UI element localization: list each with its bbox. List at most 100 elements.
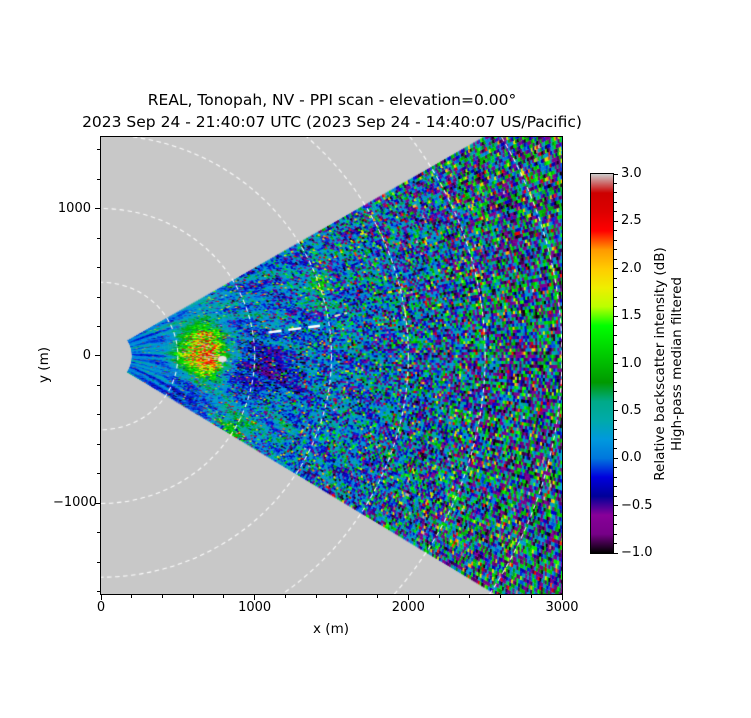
- colorbar-tick-label: 3.0: [621, 166, 642, 181]
- colorbar-tick-minor: [614, 239, 617, 241]
- colorbar-tick-minor: [614, 514, 617, 516]
- colorbar-tick-minor: [614, 533, 617, 535]
- y-tick-major: [95, 208, 100, 210]
- colorbar-tick-minor: [614, 381, 617, 383]
- y-tick-minor: [97, 473, 100, 475]
- plot-area: [100, 136, 563, 595]
- colorbar-tick-minor: [614, 325, 617, 327]
- colorbar-tick-minor: [614, 211, 617, 213]
- colorbar-tick-minor: [614, 334, 617, 336]
- x-tick-label: 1000: [238, 600, 272, 615]
- x-tick-minor: [131, 595, 133, 598]
- colorbar-label-line-2: High-pass median filtered: [669, 277, 685, 451]
- y-tick-minor: [97, 443, 100, 445]
- colorbar-tick-label: −0.5: [621, 497, 653, 513]
- y-tick-label: 1000: [57, 200, 91, 216]
- x-tick-minor: [223, 595, 225, 598]
- colorbar-tick-minor: [614, 296, 617, 298]
- y-tick-minor: [97, 267, 100, 268]
- y-tick-minor: [97, 178, 100, 180]
- colorbar-tick-major: [614, 363, 618, 364]
- title-line-2: 2023 Sep 24 - 21:40:07 UTC (2023 Sep 24 …: [82, 113, 582, 131]
- y-tick-minor: [97, 325, 100, 327]
- colorbar-tick-major: [614, 173, 618, 175]
- colorbar-tick-major: [614, 505, 618, 507]
- x-tick-minor: [346, 595, 348, 598]
- y-tick-minor: [97, 561, 100, 563]
- colorbar-tick-label: 2.0: [621, 260, 642, 276]
- y-tick-minor: [97, 532, 100, 534]
- colorbar-tick-minor: [614, 543, 617, 545]
- colorbar-label: Relative backscatter intensity (dB) High…: [652, 247, 686, 480]
- x-tick-minor: [192, 595, 194, 598]
- colorbar-tick-label: −1.0: [621, 545, 653, 560]
- x-tick-minor: [161, 595, 163, 598]
- colorbar-tick-minor: [614, 476, 617, 478]
- colorbar-tick-minor: [614, 230, 617, 232]
- y-tick-minor: [97, 296, 100, 298]
- y-axis-label: y (m): [36, 347, 52, 383]
- colorbar-tick-minor: [614, 524, 617, 526]
- y-tick-minor: [97, 384, 100, 386]
- colorbar-tick-major: [614, 315, 618, 317]
- colorbar-tick-label: 0.5: [621, 402, 642, 418]
- colorbar-tick-minor: [614, 391, 617, 393]
- colorbar-tick-minor: [614, 287, 617, 289]
- colorbar-tick-minor: [614, 201, 617, 203]
- colorbar-tick-minor: [614, 486, 617, 488]
- colorbar-tick-minor: [614, 400, 617, 402]
- x-tick-major: [254, 595, 256, 600]
- x-tick-minor: [469, 595, 471, 598]
- colorbar-tick-minor: [614, 448, 617, 450]
- colorbar-tick-minor: [614, 277, 617, 279]
- y-tick-minor: [97, 591, 100, 593]
- title-line-1: REAL, Tonopah, NV - PPI scan - elevation…: [147, 91, 517, 109]
- x-tick-minor: [500, 595, 502, 598]
- colorbar-tick-minor: [614, 495, 617, 497]
- colorbar-tick-minor: [614, 429, 617, 431]
- y-tick-minor: [97, 149, 100, 151]
- x-tick-label: 2000: [391, 600, 425, 615]
- ppi-scan-canvas: [101, 137, 562, 594]
- y-tick-major: [95, 355, 100, 357]
- x-tick-major: [100, 595, 102, 600]
- colorbar-tick-minor: [614, 249, 617, 251]
- x-tick-minor: [438, 595, 440, 598]
- colorbar-tick-minor: [614, 182, 617, 184]
- x-tick-minor: [377, 595, 379, 598]
- colorbar-tick-minor: [614, 258, 617, 260]
- colorbar-tick-major: [614, 268, 618, 270]
- colorbar-tick-minor: [614, 419, 617, 421]
- colorbar: [590, 173, 614, 554]
- colorbar-tick-minor: [614, 192, 617, 194]
- x-tick-minor: [530, 595, 532, 598]
- colorbar-tick-minor: [614, 306, 617, 308]
- x-tick-major: [561, 595, 563, 600]
- colorbar-tick-major: [614, 410, 618, 412]
- colorbar-label-line-1: Relative backscatter intensity (dB): [652, 247, 668, 481]
- x-tick-minor: [315, 595, 317, 598]
- colorbar-tick-major: [614, 220, 618, 222]
- y-tick-major: [95, 502, 100, 504]
- colorbar-tick-minor: [614, 353, 617, 355]
- y-tick-label: 0: [82, 347, 91, 363]
- x-tick-label: 0: [96, 600, 106, 615]
- colorbar-tick-minor: [614, 344, 617, 346]
- x-tick-label: 3000: [545, 600, 579, 615]
- y-tick-minor: [97, 237, 100, 239]
- colorbar-gradient: [591, 174, 613, 553]
- colorbar-tick-minor: [614, 372, 617, 374]
- x-axis-label: x (m): [313, 621, 349, 637]
- x-tick-minor: [284, 595, 286, 598]
- y-tick-minor: [97, 414, 100, 416]
- colorbar-tick-major: [614, 457, 618, 459]
- colorbar-tick-major: [614, 552, 618, 554]
- colorbar-tick-minor: [614, 467, 617, 469]
- y-tick-label: −1000: [53, 495, 97, 511]
- colorbar-tick-label: 2.5: [621, 213, 642, 229]
- colorbar-tick-label: 0.0: [621, 450, 642, 466]
- x-tick-major: [407, 595, 409, 600]
- plot-title: REAL, Tonopah, NV - PPI scan - elevation…: [82, 89, 582, 133]
- colorbar-tick-minor: [614, 438, 617, 440]
